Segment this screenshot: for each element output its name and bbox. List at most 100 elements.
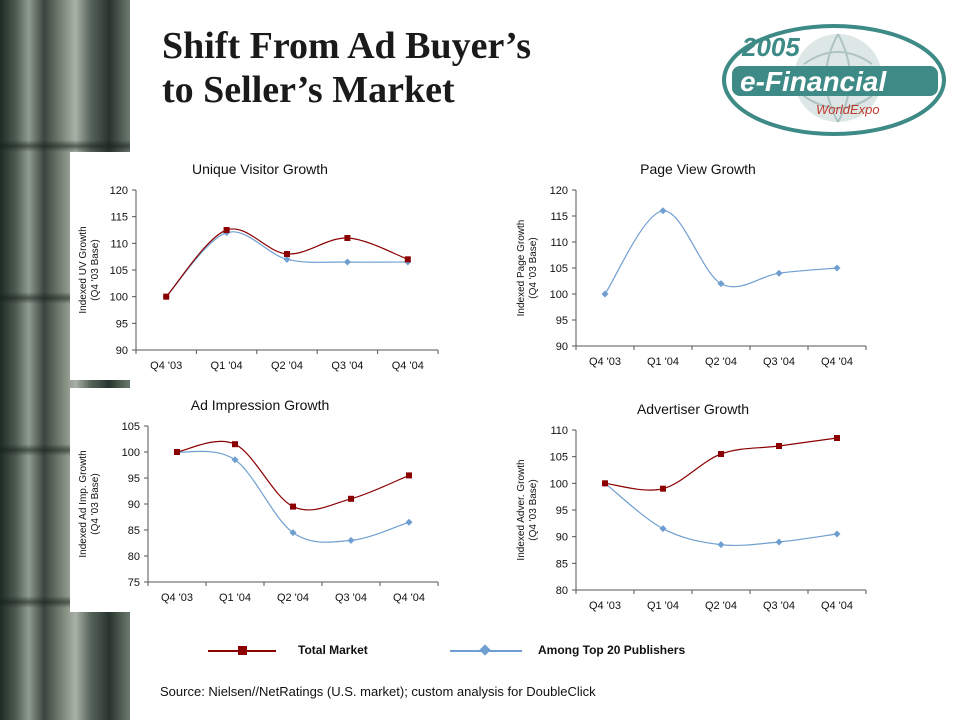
x-tick-label: Q4 '04 — [393, 592, 425, 604]
data-point-among-top-20-publishers — [717, 541, 725, 549]
legend-marker-square — [238, 646, 247, 655]
y-axis-label: Indexed UV Growth — [78, 226, 89, 313]
y-tick-label: 80 — [556, 585, 568, 597]
chart-title: Ad Impression Growth — [191, 397, 330, 413]
data-point-total-market — [344, 235, 351, 241]
series-line-among-top-20-publishers — [604, 482, 838, 547]
y-tick-label: 115 — [110, 212, 128, 224]
y-tick-label: 95 — [556, 315, 568, 327]
series-line-among-top-20-publishers — [604, 210, 838, 295]
chart-axes — [135, 190, 438, 351]
chart-page-view-growth: Page View Growth 90 95 100 105 110 115 120 Q4 '0… — [508, 152, 878, 380]
data-point-among-top-20-publishers — [659, 525, 667, 533]
data-point-among-top-20-publishers — [601, 290, 609, 298]
chart-title: Advertiser Growth — [637, 401, 749, 417]
chart-unique-visitor-growth: Unique Visitor Growth 90 95 100 105 110 115 120… — [70, 152, 450, 380]
y-tick-label: 90 — [116, 345, 128, 357]
x-tick-label: Q3 '04 — [763, 600, 795, 612]
data-point-among-top-20-publishers — [289, 529, 297, 537]
data-point-total-market — [404, 256, 411, 263]
slide-title: Shift From Ad Buyer’s to Seller’s Market — [162, 24, 531, 112]
y-tick-label: 105 — [110, 265, 128, 277]
y-tick-label: 105 — [122, 421, 140, 433]
x-tick-label: Q3 '04 — [335, 592, 367, 604]
x-tick-label: Q4 '03 — [589, 600, 621, 612]
data-point-among-top-20-publishers — [347, 536, 355, 544]
x-tick-label: Q4 '04 — [821, 600, 853, 612]
series-line-total-market — [604, 437, 838, 491]
legend-label-top-20: Among Top 20 Publishers — [538, 643, 686, 657]
y-tick-label: 100 — [122, 447, 140, 459]
y-tick-label: 100 — [550, 289, 568, 301]
logo-year: 2005 — [741, 32, 800, 62]
data-point-total-market — [834, 435, 840, 441]
y-tick-label: 105 — [550, 452, 568, 464]
chart-ad-impression-growth: Ad Impression Growth 75 80 85 90 95 100 105 Q4 '… — [70, 388, 450, 612]
x-tick-label: Q2 '04 — [277, 592, 309, 604]
data-point-total-market — [602, 480, 608, 487]
y-axis-label: Indexed Adver. Growth — [516, 459, 527, 560]
data-point-among-top-20-publishers — [231, 456, 239, 464]
x-tick-label: Q1 '04 — [647, 356, 679, 368]
y-tick-label: 120 — [550, 185, 568, 197]
y-tick-label: 110 — [550, 237, 568, 249]
y-tick-label: 90 — [556, 341, 568, 353]
expo-logo: 2005 e-Financial WorldExpo — [722, 24, 946, 136]
y-tick-label: 115 — [550, 211, 568, 223]
x-tick-label: Q4 '04 — [821, 356, 853, 368]
x-tick-label: Q1 '04 — [219, 592, 251, 604]
data-point-among-top-20-publishers — [833, 530, 841, 538]
data-point-among-top-20-publishers — [659, 207, 667, 215]
data-point-total-market — [718, 451, 724, 457]
slide-title-line-2: to Seller’s Market — [162, 69, 455, 111]
y-axis-label: Indexed Page Growth — [516, 220, 527, 317]
data-point-among-top-20-publishers — [833, 264, 841, 272]
x-tick-label: Q2 '04 — [271, 360, 303, 372]
logo-sub: WorldExpo — [816, 102, 880, 117]
x-tick-label: Q3 '04 — [763, 356, 795, 368]
y-tick-label: 110 — [550, 425, 568, 437]
x-tick-label: Q4 '03 — [150, 360, 182, 372]
y-tick-label: 90 — [128, 499, 140, 511]
logo-band — [732, 66, 938, 96]
data-point-among-top-20-publishers — [775, 538, 783, 546]
legend-marker-diamond — [479, 644, 491, 656]
y-tick-label: 95 — [128, 473, 140, 485]
logo-name: e-Financial — [740, 66, 887, 97]
data-point-total-market — [290, 503, 296, 510]
data-point-total-market — [348, 495, 354, 502]
x-tick-label: Q4 '03 — [589, 356, 621, 368]
data-point-among-top-20-publishers — [405, 518, 413, 526]
data-point-total-market — [660, 485, 666, 492]
y-tick-label: 85 — [128, 525, 140, 537]
data-point-total-market — [776, 443, 782, 449]
x-tick-label: Q2 '04 — [705, 600, 737, 612]
y-tick-label: 120 — [110, 185, 128, 197]
y-axis-label: (Q4 '03 Base) — [90, 473, 101, 534]
y-tick-label: 95 — [116, 318, 128, 330]
y-tick-label: 90 — [556, 532, 568, 544]
data-point-among-top-20-publishers — [343, 258, 351, 266]
y-tick-label: 95 — [556, 505, 568, 517]
chart-title: Page View Growth — [640, 161, 756, 177]
data-point-total-market — [406, 472, 412, 479]
chart-advertiser-growth: Advertiser Growth 80 85 90 95 100 105 110 Q4 '03… — [508, 392, 878, 616]
legend-item-top-20: Among Top 20 Publishers — [450, 640, 760, 662]
legend-label-total-market: Total Market — [298, 643, 368, 657]
y-tick-label: 100 — [110, 292, 128, 304]
data-point-among-top-20-publishers — [283, 255, 291, 263]
y-tick-label: 100 — [550, 478, 568, 490]
y-axis-label: (Q4 '03 Base) — [528, 479, 539, 540]
source-note: Source: Nielsen//NetRatings (U.S. market… — [160, 684, 596, 699]
data-point-among-top-20-publishers — [775, 269, 783, 277]
y-tick-label: 110 — [110, 238, 128, 250]
x-tick-label: Q2 '04 — [705, 356, 737, 368]
data-point-total-market — [284, 251, 290, 257]
chart-title: Unique Visitor Growth — [192, 161, 328, 177]
y-tick-label: 75 — [128, 577, 140, 589]
data-point-total-market — [174, 449, 180, 455]
x-tick-label: Q4 '03 — [161, 592, 193, 604]
series-line-among-top-20-publishers — [165, 231, 408, 298]
data-point-among-top-20-publishers — [717, 280, 725, 288]
y-axis-label: (Q4 '03 Base) — [90, 239, 101, 300]
